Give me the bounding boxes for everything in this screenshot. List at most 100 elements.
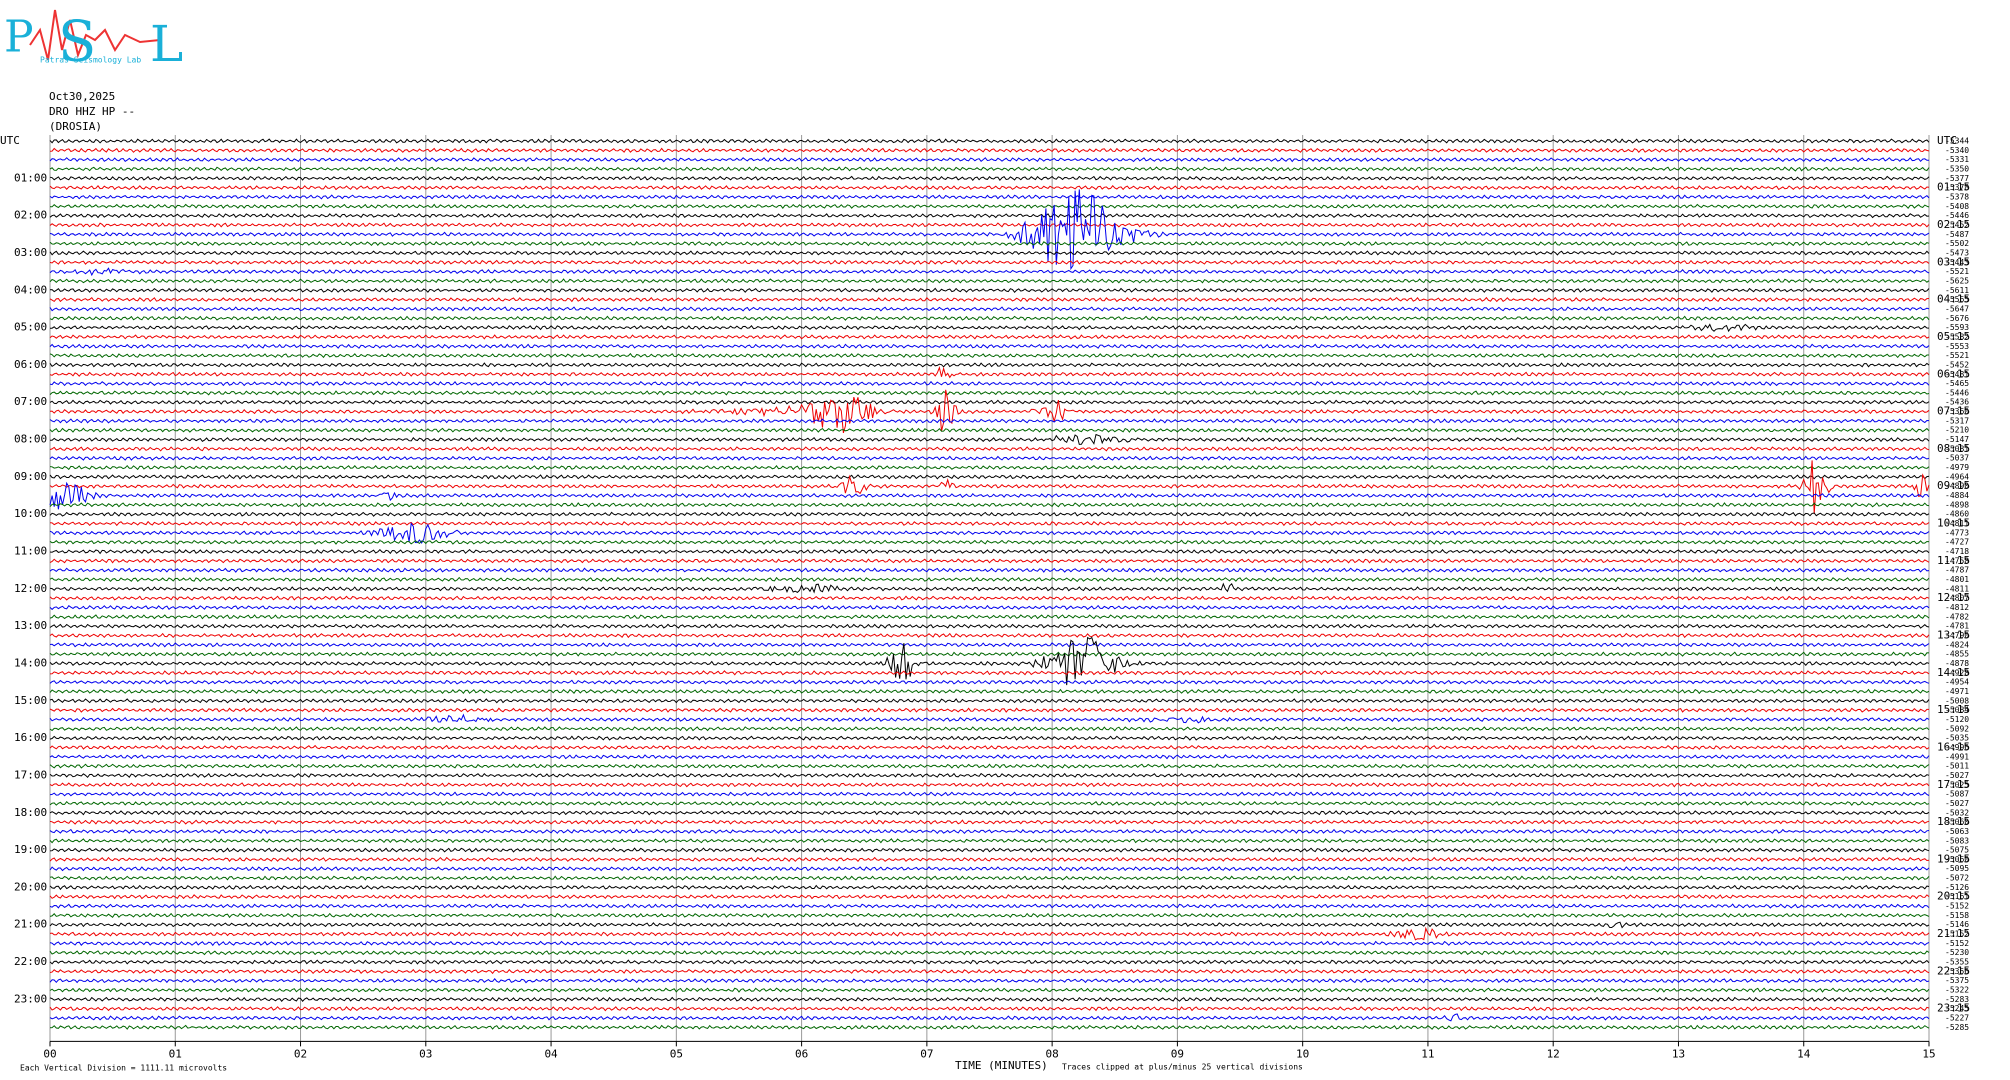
trace [49, 623, 1930, 629]
scale-note: Each Vertical Division = 1111.11 microvo… [20, 1064, 227, 1073]
offset-label: -5032 [1945, 808, 1969, 817]
offset-label: -5126 [1945, 883, 1969, 892]
offset-label: -5452 [1945, 360, 1969, 369]
offset-label: -5095 [1945, 864, 1969, 873]
trace [49, 800, 1930, 807]
trace [49, 481, 1930, 510]
trace [49, 213, 1930, 219]
trace [49, 334, 1930, 340]
trace [49, 940, 1930, 947]
hour-label: 02:15 [1937, 218, 1970, 231]
offset-label: -5060 [1945, 855, 1969, 864]
hour-label: 11:00 [14, 545, 47, 558]
offset-label: -4860 [1945, 510, 1969, 519]
trace [49, 464, 1930, 471]
hour-label: 16:15 [1937, 740, 1970, 753]
offset-label: -5446 [1945, 388, 1969, 397]
hour-label: 10:00 [14, 507, 47, 520]
offset-label: -5120 [1945, 715, 1969, 724]
offset-label: -4878 [1945, 659, 1969, 668]
offset-label: -5008 [1945, 696, 1969, 705]
offset-label: -5436 [1945, 398, 1969, 407]
trace [49, 856, 1930, 863]
offset-label: -5081 [1945, 444, 1969, 453]
trace [49, 222, 1930, 228]
trace [49, 688, 1930, 695]
trace [49, 679, 1930, 685]
trace [49, 1024, 1930, 1031]
x-tick-label: 03 [419, 1047, 432, 1060]
offset-label: -4991 [1945, 752, 1969, 761]
hour-label: 04:15 [1937, 293, 1970, 306]
trace [49, 1013, 1930, 1022]
trace [49, 996, 1930, 1002]
hour-label: 01:00 [14, 171, 47, 184]
offset-label: -4971 [1945, 687, 1969, 696]
x-tick-label: 07 [920, 1047, 933, 1060]
trace [49, 884, 1930, 891]
offset-label: -5355 [1945, 958, 1969, 967]
trace [49, 520, 1930, 527]
offset-label: -5063 [1945, 827, 1969, 836]
logo-letter: P [4, 12, 34, 63]
trace [49, 968, 1930, 975]
trace [49, 903, 1930, 909]
hour-label: 13:15 [1937, 628, 1970, 641]
trace [49, 267, 1930, 277]
trace [49, 875, 1930, 881]
hour-label: UTC [1937, 134, 1957, 147]
offset-label: -5083 [1945, 836, 1969, 845]
trace [49, 157, 1930, 163]
trace [49, 306, 1930, 312]
offset-label: -4964 [1945, 472, 1969, 481]
offset-label: -4758 [1945, 556, 1969, 565]
offset-label: -5331 [1945, 155, 1969, 164]
hour-label: 06:15 [1937, 367, 1970, 380]
logo-letter: L [150, 15, 183, 73]
x-tick-label: 05 [670, 1047, 683, 1060]
trace [49, 735, 1930, 741]
x-tick-label: 15 [1922, 1047, 1935, 1060]
offset-label: -5146 [1945, 920, 1969, 929]
offset-label: -5465 [1945, 379, 1969, 388]
trace [49, 433, 1930, 445]
trace [49, 810, 1930, 816]
x-tick-label: 13 [1672, 1047, 1685, 1060]
trace [49, 632, 1930, 639]
trace [49, 636, 1930, 686]
offset-label: -5408 [1945, 202, 1969, 211]
trace [49, 147, 1930, 153]
trace [49, 539, 1930, 545]
trace [49, 366, 1930, 379]
trace [49, 949, 1930, 956]
trace [49, 343, 1930, 349]
hour-label: 15:00 [14, 694, 47, 707]
offset-label: -5443 [1945, 258, 1969, 267]
trace [49, 959, 1930, 965]
trace [49, 912, 1930, 919]
offset-label: -4807 [1945, 594, 1969, 603]
trace [49, 576, 1930, 583]
x-tick-label: 06 [795, 1047, 808, 1060]
x-tick-label: 02 [294, 1047, 307, 1060]
trace [49, 819, 1930, 825]
hour-label: 08:15 [1937, 442, 1970, 455]
x-tick-label: 00 [43, 1047, 56, 1060]
trace [49, 642, 1930, 648]
trace [49, 838, 1930, 844]
trace [49, 595, 1930, 601]
offset-label: -4954 [1945, 678, 1969, 687]
trace [50, 203, 1930, 210]
trace [49, 791, 1930, 797]
hour-label: 02:00 [14, 209, 47, 222]
hour-label: 12:15 [1937, 591, 1970, 604]
hour-label: 14:15 [1937, 666, 1970, 679]
hour-label: 03:15 [1937, 255, 1970, 268]
hour-label: 22:00 [14, 955, 47, 968]
trace [49, 259, 1930, 265]
offset-label: -5011 [1945, 762, 1969, 771]
trace [49, 828, 1930, 835]
offset-label: -5473 [1945, 248, 1969, 257]
hour-label: 17:15 [1937, 778, 1970, 791]
